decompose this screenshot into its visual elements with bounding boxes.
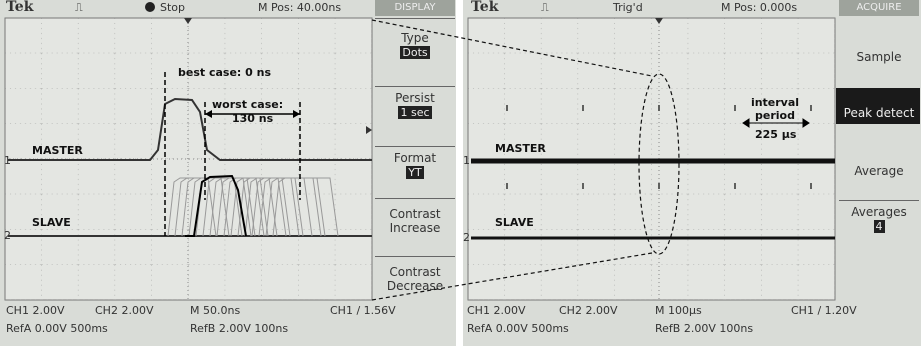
trace-label: MASTER: [495, 142, 546, 155]
footer-ch2: CH2 2.00V: [559, 304, 617, 317]
footer-ch1: CH1 2.00V: [467, 304, 525, 317]
menu-item: Peak detect: [839, 90, 919, 140]
menu-title: DISPLAY: [375, 0, 455, 16]
trace-label: SLAVE: [495, 216, 534, 229]
menu-label: Persist: [395, 91, 435, 105]
page: Tek ⎍ Stop M Pos: 40.00ns DISPLAY TypeDo…: [0, 0, 921, 346]
menu-label: Format: [394, 151, 436, 165]
menu-value: 1 sec: [398, 106, 431, 119]
position: M Pos: 40.00ns: [258, 1, 341, 14]
right-scope: Tek ⎍ Trig'd M Pos: 0.000s ACQUIRE Sampl…: [463, 0, 921, 346]
trace-label: SLAVE: [32, 216, 71, 229]
menu-item: Contrast Increase: [375, 198, 455, 259]
menu-label: Type: [401, 31, 429, 45]
icon: ⎍: [541, 1, 549, 15]
interval-arrow: [741, 118, 811, 128]
menu-item: Average: [839, 146, 919, 208]
menu-value: Dots: [400, 46, 429, 59]
menu-value: 4: [874, 220, 885, 233]
channel-marker: 1: [4, 154, 11, 167]
brand: Tek: [6, 0, 33, 15]
channel-marker: 2: [4, 229, 11, 242]
footer-ref-a: RefA 0.00V 500ms: [6, 322, 108, 335]
channel-marker: 2: [463, 231, 470, 244]
footer-timebase: M 50.0ns: [190, 304, 240, 317]
menu-label: Averages: [851, 205, 907, 219]
annotation: 130 ns: [232, 112, 273, 125]
position: M Pos: 0.000s: [721, 1, 797, 14]
brand: Tek: [471, 0, 498, 15]
footer-ch1: CH1 2.00V: [6, 304, 64, 317]
footer-ref-b: RefB 2.00V 100ns: [190, 322, 288, 335]
menu-item: Contrast Decrease: [375, 256, 455, 309]
status: Stop: [160, 1, 185, 14]
menu-value: YT: [406, 166, 423, 179]
annotation: 225 µs: [755, 128, 796, 141]
footer-ref-a: RefA 0.00V 500ms: [467, 322, 569, 335]
footer-timebase: M 100µs: [655, 304, 702, 317]
status: Trig'd: [613, 1, 643, 14]
footer-ch2: CH2 2.00V: [95, 304, 153, 317]
icon: ⎍: [75, 1, 83, 15]
footer-trigger: CH1 / 1.20V: [791, 304, 857, 317]
trace-label: MASTER: [32, 144, 83, 157]
footer-trigger: CH1 / 1.56V: [330, 304, 396, 317]
annotation: worst case:: [212, 98, 283, 111]
footer-ref-b: RefB 2.00V 100ns: [655, 322, 753, 335]
channel-marker: 1: [463, 154, 470, 167]
annotation: best case: 0 ns: [178, 66, 271, 79]
menu-title: ACQUIRE: [839, 0, 919, 16]
